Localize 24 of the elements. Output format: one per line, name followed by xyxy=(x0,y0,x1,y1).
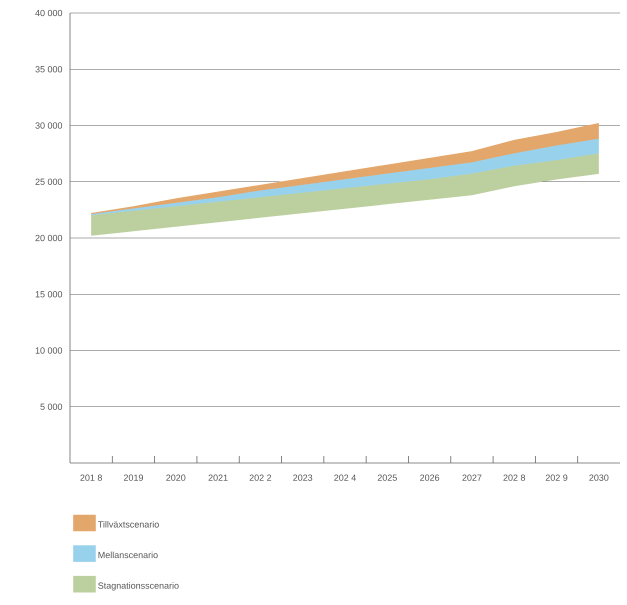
y-tick-label: 40 000 xyxy=(35,10,62,16)
x-tick-label: 2020 xyxy=(166,474,186,481)
y-tick-label: 30 000 xyxy=(35,122,62,129)
x-tick-label: 2027 xyxy=(462,474,482,481)
x-tick-label: 2025 xyxy=(378,474,397,481)
x-tick-label: 201 8 xyxy=(80,474,102,481)
y-tick-label: 10 000 xyxy=(36,347,62,354)
y-tick-label: 25 000 xyxy=(36,178,62,185)
x-tick-label: 202 4 xyxy=(334,474,356,481)
y-tick-label: 35 000 xyxy=(35,66,62,72)
x-tick-label: 202 2 xyxy=(250,474,272,481)
y-tick-label: 5 000 xyxy=(40,404,62,410)
x-tick-label: 2030 xyxy=(589,474,608,481)
x-tick-label: 202 9 xyxy=(546,474,568,481)
x-tick-label: 2019 xyxy=(124,474,144,481)
legend-label: Stagnationsscenario xyxy=(98,582,179,591)
x-tick-label: 2023 xyxy=(293,474,312,481)
x-tick-label: 2026 xyxy=(420,474,440,481)
x-tick-label: 202 8 xyxy=(503,474,526,481)
legend-label: Tillväxtscenario xyxy=(98,520,159,528)
x-tick-label: 2021 xyxy=(208,474,228,481)
legend-label: Mellanscenario xyxy=(98,552,158,558)
y-tick-label: 15 000 xyxy=(36,291,62,298)
y-tick-label: 20 000 xyxy=(36,234,62,242)
